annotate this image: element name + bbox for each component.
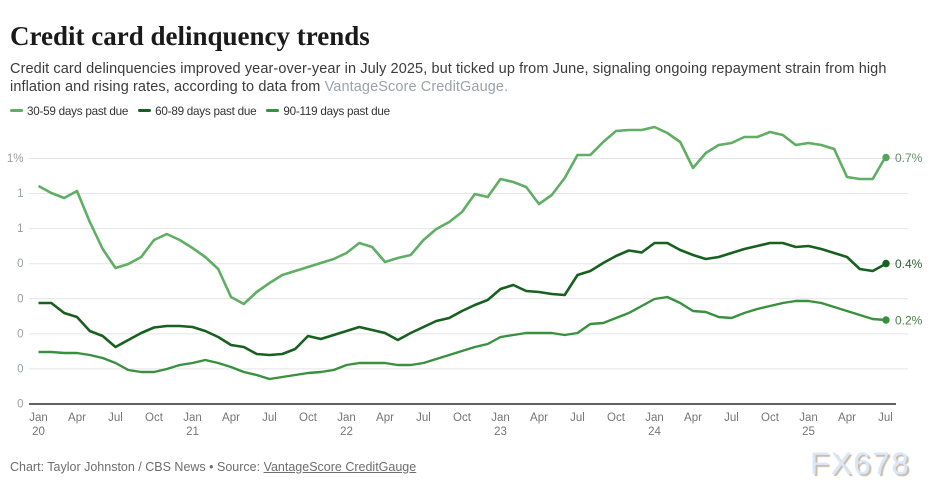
svg-text:Jan: Jan [183,412,202,424]
svg-text:0: 0 [17,399,23,411]
svg-text:20: 20 [32,426,45,438]
svg-text:0.2%: 0.2% [895,314,923,328]
svg-text:Oct: Oct [453,412,472,424]
svg-text:0: 0 [17,293,23,305]
svg-text:1: 1 [17,223,23,235]
svg-text:Jul: Jul [724,412,739,424]
svg-text:Jul: Jul [416,412,431,424]
svg-text:Oct: Oct [761,412,780,424]
svg-text:Jul: Jul [570,412,585,424]
svg-text:21: 21 [186,426,199,438]
svg-text:Oct: Oct [607,412,626,424]
svg-text:0.7%: 0.7% [895,151,923,165]
svg-text:Apr: Apr [376,412,394,424]
svg-text:0.4%: 0.4% [895,257,923,271]
svg-text:Apr: Apr [222,412,240,424]
svg-text:Apr: Apr [530,412,548,424]
svg-text:Apr: Apr [684,412,702,424]
svg-text:Jan: Jan [491,412,510,424]
svg-text:24: 24 [648,426,661,438]
svg-text:Jul: Jul [108,412,123,424]
svg-text:1%: 1% [7,153,24,165]
svg-text:Apr: Apr [838,412,856,424]
svg-text:Jan: Jan [337,412,356,424]
svg-text:25: 25 [802,426,815,438]
svg-text:Jan: Jan [645,412,664,424]
svg-text:Jan: Jan [29,412,48,424]
svg-text:Jan: Jan [799,412,818,424]
svg-text:0: 0 [17,258,23,270]
svg-text:22: 22 [340,426,353,438]
svg-text:1: 1 [17,188,23,200]
svg-text:Jul: Jul [262,412,277,424]
svg-text:0: 0 [17,363,23,375]
svg-text:0: 0 [17,328,23,340]
svg-text:Oct: Oct [145,412,164,424]
svg-text:23: 23 [494,426,507,438]
svg-text:Jul: Jul [878,412,893,424]
svg-text:Apr: Apr [68,412,86,424]
svg-text:Oct: Oct [299,412,318,424]
